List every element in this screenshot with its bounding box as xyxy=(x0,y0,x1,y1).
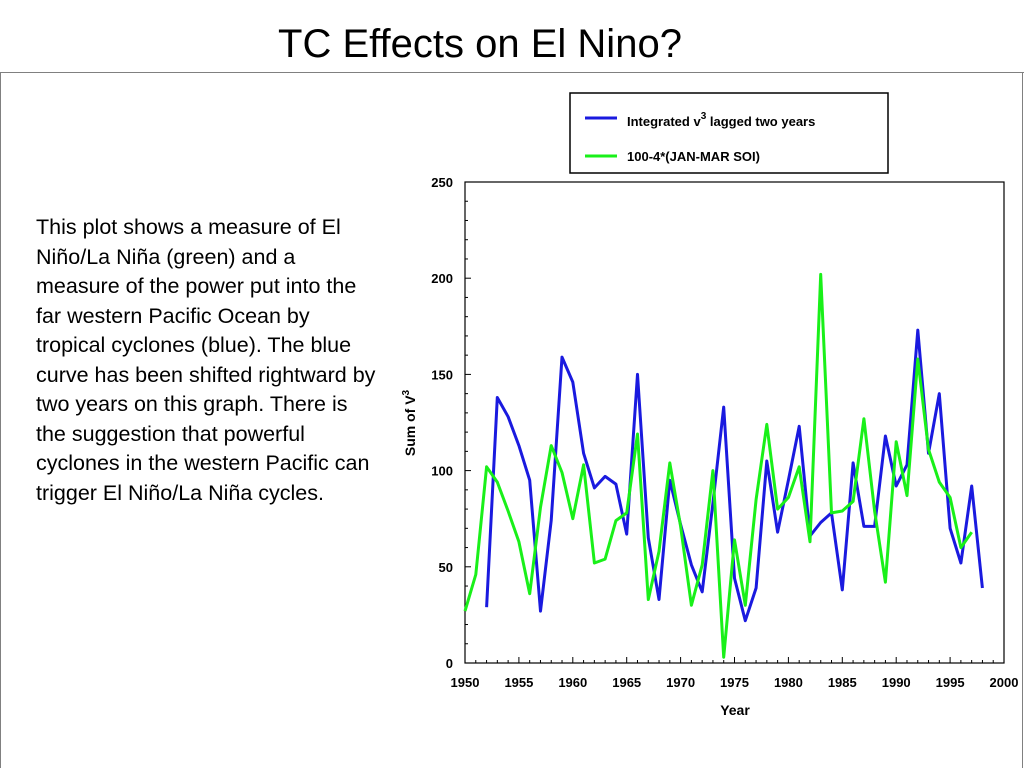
x-tick-label: 2000 xyxy=(990,675,1019,690)
y-tick-label: 250 xyxy=(431,175,453,190)
y-tick-label: 50 xyxy=(439,560,453,575)
x-tick-label: 1955 xyxy=(504,675,533,690)
y-tick-label: 200 xyxy=(431,271,453,286)
x-tick-label: 1980 xyxy=(774,675,803,690)
frame-top-line xyxy=(0,72,1024,73)
x-tick-label: 1950 xyxy=(451,675,480,690)
legend-label-green: 100-4*(JAN-MAR SOI) xyxy=(627,149,760,164)
x-tick-label: 1985 xyxy=(828,675,857,690)
series-line-green xyxy=(463,272,973,659)
x-tick-label: 1960 xyxy=(558,675,587,690)
frame-right-line xyxy=(1022,72,1023,768)
x-axis-label: Year xyxy=(720,702,750,718)
plot-area xyxy=(464,181,1005,664)
line-chart: Integrated v3 lagged two years 100-4*(JA… xyxy=(401,92,1018,718)
series-line-blue xyxy=(485,328,984,623)
frame-left-line xyxy=(0,72,1,768)
x-tick-label: 1975 xyxy=(720,675,749,690)
slide-body-text: This plot shows a measure of El Niño/La … xyxy=(36,215,376,505)
x-tick-label: 1970 xyxy=(666,675,695,690)
y-tick-label: 0 xyxy=(446,656,453,671)
x-tick-label: 1965 xyxy=(612,675,641,690)
y-tick-label: 100 xyxy=(431,464,453,479)
y-tick-label: 150 xyxy=(431,367,453,382)
y-axis-label: Sum of V3 xyxy=(401,389,418,456)
slide-title: TC Effects on El Nino? xyxy=(278,22,682,66)
x-tick-label: 1990 xyxy=(882,675,911,690)
legend-label-blue: Integrated v3 lagged two years xyxy=(627,111,815,129)
legend-box: Integrated v3 lagged two years 100-4*(JA… xyxy=(569,92,889,174)
axes: 1950 1955 1960 1965 1970 1975 1980 1985 1990 1995… xyxy=(431,175,1018,690)
series-layer xyxy=(463,272,984,659)
x-tick-label: 1995 xyxy=(936,675,965,690)
